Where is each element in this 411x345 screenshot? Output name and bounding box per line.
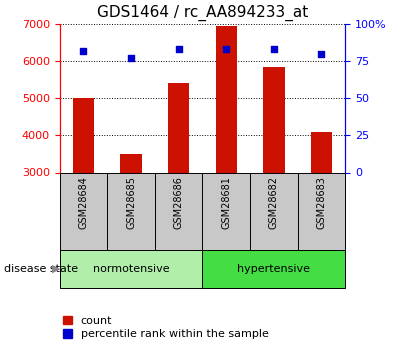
Point [80, 48, 87, 53]
Bar [202, 250, 345, 288]
Text: normotensive: normotensive [93, 264, 169, 274]
Bar [298, 172, 345, 250]
Bar [215, 26, 237, 172]
Title: GDS1464 / rc_AA894233_at: GDS1464 / rc_AA894233_at [97, 5, 308, 21]
Bar [107, 172, 155, 250]
Point [175, 47, 182, 52]
Text: GSM28685: GSM28685 [126, 176, 136, 229]
Text: GSM28686: GSM28686 [173, 176, 184, 229]
Bar [202, 172, 250, 250]
Point [318, 51, 325, 57]
Point [223, 47, 229, 52]
Text: ▶: ▶ [52, 264, 61, 274]
Bar [60, 250, 202, 288]
Bar [155, 172, 202, 250]
Text: GSM28681: GSM28681 [221, 176, 231, 229]
Legend: count, percentile rank within the sample: count, percentile rank within the sample [63, 316, 269, 339]
Text: GSM28683: GSM28683 [316, 176, 326, 229]
Bar [263, 67, 284, 172]
Bar [311, 132, 332, 172]
Text: disease state: disease state [4, 264, 78, 274]
Bar [168, 83, 189, 172]
Bar [60, 172, 107, 250]
Text: GSM28684: GSM28684 [79, 176, 88, 229]
Text: GSM28682: GSM28682 [269, 176, 279, 229]
Bar [120, 154, 142, 172]
Bar [250, 172, 298, 250]
Text: hypertensive: hypertensive [237, 264, 310, 274]
Point [270, 47, 277, 52]
Bar [73, 98, 94, 172]
Point [128, 56, 134, 61]
